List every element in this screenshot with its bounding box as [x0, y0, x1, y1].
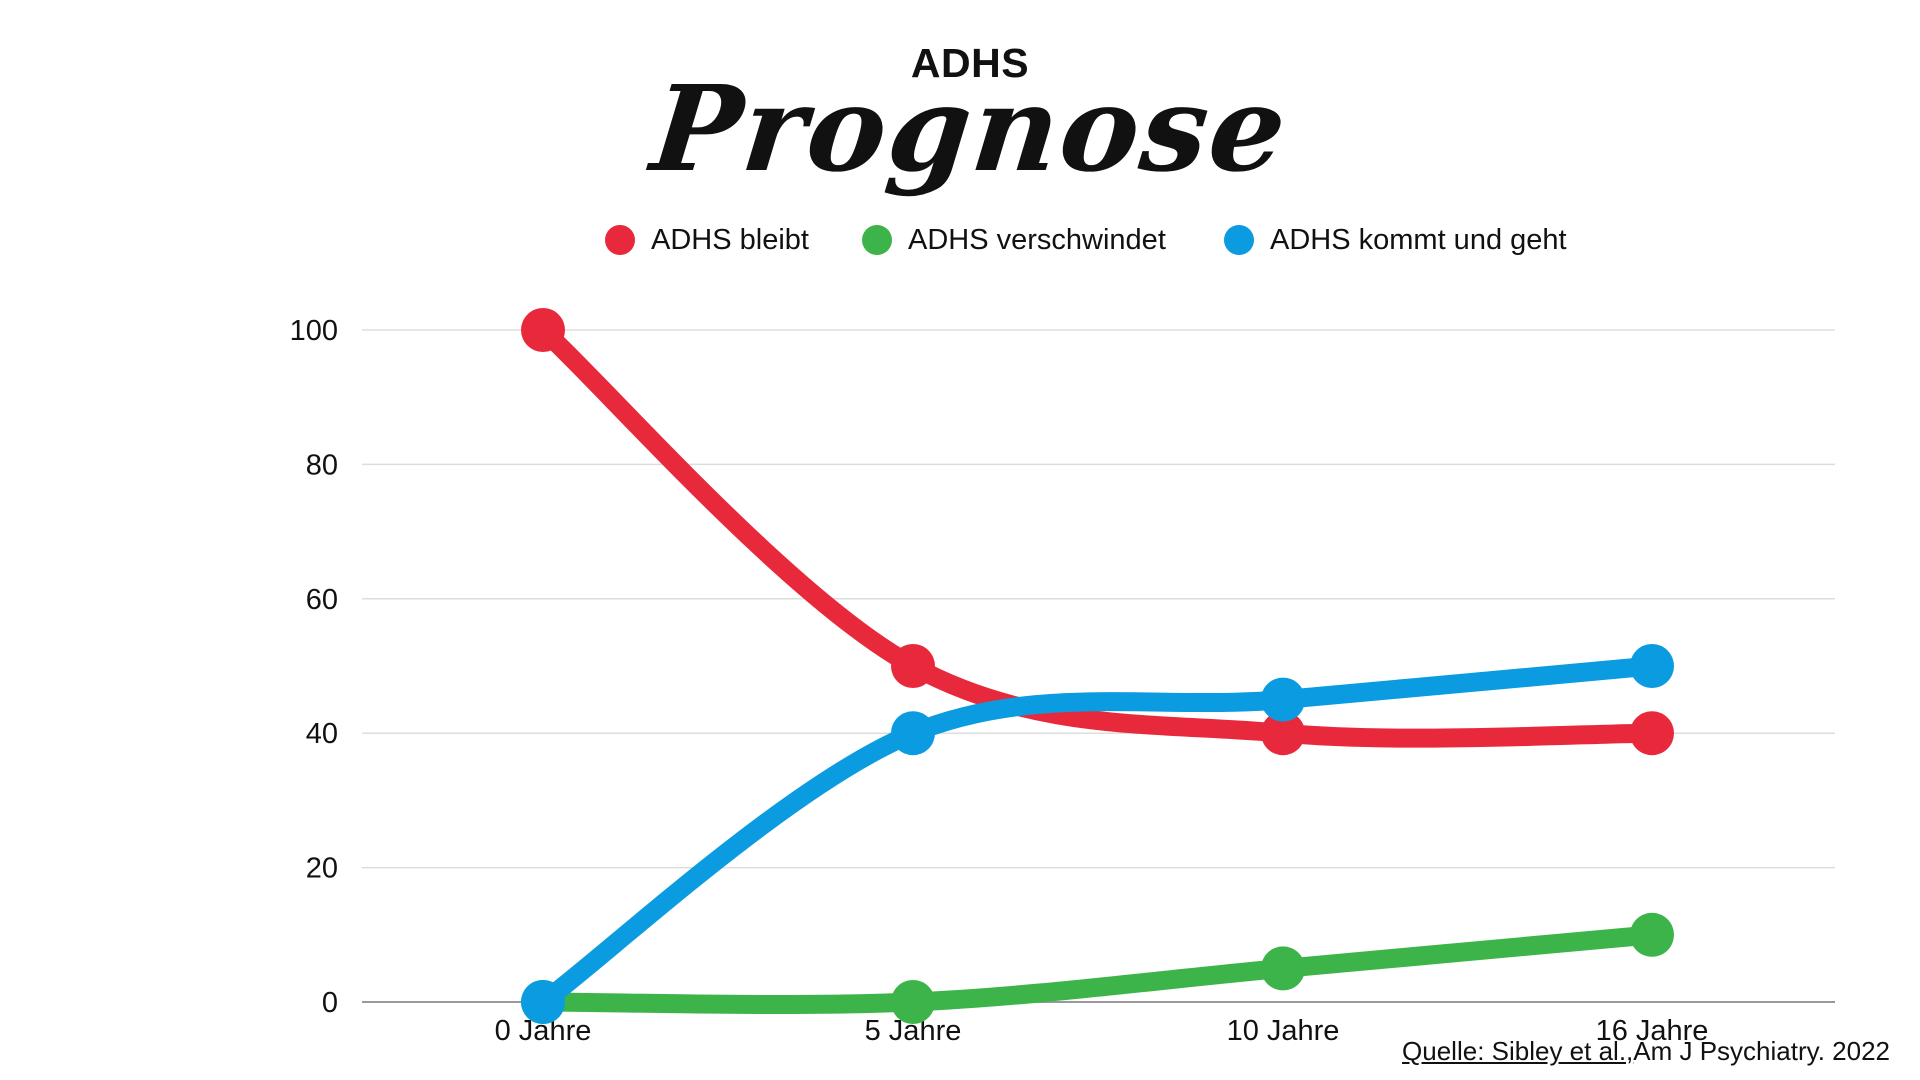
data-point: [1630, 711, 1674, 756]
legend-swatch-red: [605, 225, 635, 255]
series-line-2: [533, 925, 1662, 1014]
y-tick-label: 60: [306, 584, 338, 616]
y-tick-label: 100: [290, 315, 338, 347]
legend-label: ADHS bleibt: [651, 223, 809, 256]
chart-supertitle: ADHS: [910, 40, 1030, 86]
y-tick-label: 0: [322, 987, 338, 1019]
data-point: [1630, 912, 1674, 957]
data-point: [1261, 711, 1305, 756]
y-tick-label: 40: [306, 718, 338, 750]
source-journal: Am J Psychiatry. 2022: [1633, 1036, 1890, 1066]
data-point: [1261, 946, 1305, 991]
x-tick-label: 16 Jahre: [1596, 1015, 1709, 1047]
legend-item-adhs-kommt-und-geht: ADHS kommt und geht: [1224, 218, 1567, 262]
legend-swatch-green: [862, 225, 892, 255]
y-tick-label: 20: [306, 853, 338, 885]
data-point: [521, 980, 565, 1024]
data-point: [891, 711, 935, 756]
legend-item-adhs-bleibt: ADHS bleibt: [605, 218, 809, 262]
data-point: [891, 644, 935, 688]
data-point: [1261, 677, 1305, 722]
data-point: [521, 308, 565, 352]
legend-label: ADHS verschwindet: [908, 223, 1166, 256]
series-line-3: [533, 656, 1662, 1012]
legend-label: ADHS kommt und geht: [1270, 223, 1567, 256]
source-link[interactable]: Quelle: Sibley et al.,: [1402, 1036, 1634, 1066]
series-line-1: [533, 320, 1662, 748]
data-point: [1630, 644, 1674, 688]
legend: ADHS bleibt ADHS verschwindet ADHS kommt…: [0, 218, 1920, 262]
legend-item-adhs-verschwindet: ADHS verschwindet: [862, 218, 1166, 262]
legend-swatch-blue: [1224, 225, 1254, 255]
y-tick-label: 80: [306, 449, 338, 481]
source-citation: Quelle: Sibley et al.,Am J Psychiatry. 2…: [1402, 1036, 1890, 1067]
x-tick-label: 10 Jahre: [1227, 1015, 1340, 1047]
data-point: [891, 980, 935, 1024]
